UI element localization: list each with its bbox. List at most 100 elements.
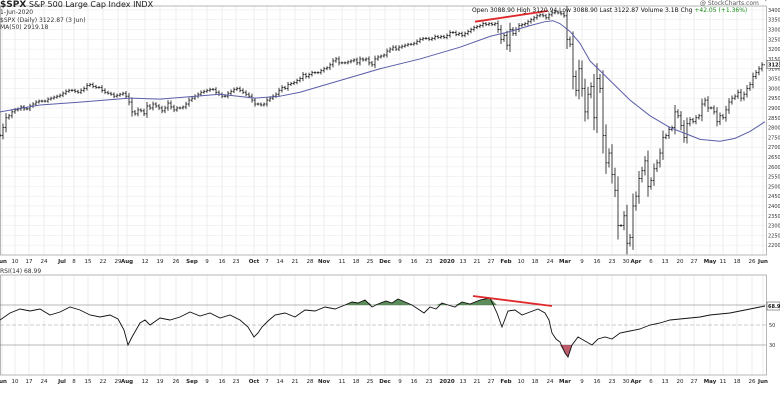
rsi-x-tick-label: Aug: [121, 379, 133, 385]
price-x-tick-label: 14: [277, 259, 284, 265]
rsi-x-tick-label: Dec: [379, 379, 391, 385]
price-x-tick-label: Jul: [57, 259, 66, 265]
price-x-tick-label: 21: [474, 259, 481, 265]
price-x-tick-label: 23: [609, 259, 616, 265]
price-x-tick-label: 8: [72, 259, 76, 265]
price-x-tick-label: 26: [173, 259, 180, 265]
price-y-tick-label: 2800: [768, 126, 780, 132]
symbol: $SPX: [0, 0, 27, 10]
rsi-x-tick-label: Sep: [186, 379, 198, 385]
price-y-tick-label: 2250: [768, 233, 780, 239]
index-name: S&P 500 Large Cap Index: [28, 0, 131, 9]
price-x-tick-label: 19: [157, 259, 164, 265]
rsi-x-tick-label: 24: [41, 379, 48, 385]
price-trendline: [474, 10, 549, 23]
price-x-tick-label: Oct: [249, 259, 260, 265]
price-y-tick-label: 2700: [768, 145, 780, 151]
price-panel-border: [0, 5, 767, 256]
rsi-x-tick-label: 18: [353, 379, 360, 385]
rsi-x-tick-label: 19: [157, 379, 164, 385]
rsi-x-tick-label: 23: [609, 379, 616, 385]
price-y-tick-label: 2350: [768, 214, 780, 220]
rsi-x-tick-label: 9: [205, 379, 209, 385]
price-x-tick-label: 18: [532, 259, 539, 265]
rsi-x-tick-label: 2020: [439, 379, 454, 385]
price-x-tick-label: 17: [26, 259, 33, 265]
price-x-tick-label: Feb: [500, 259, 511, 265]
price-x-tick-label: May: [704, 259, 717, 265]
price-y-tick-label: 2200: [768, 243, 780, 249]
open-label: Open: [472, 7, 489, 14]
price-x-tick-label: 16: [594, 259, 601, 265]
open-value: 3088.90: [489, 7, 515, 14]
price-x-tick-label: 30: [623, 259, 630, 265]
price-x-tick-label: Dec: [379, 259, 391, 265]
rsi-x-tick-label: 8: [72, 379, 76, 385]
price-x-tick-label: 10: [518, 259, 525, 265]
price-y-tick-label: 2650: [768, 155, 780, 161]
rsi-current-label: 68.99: [768, 304, 780, 310]
price-y-tick-label: 2850: [768, 116, 780, 122]
rsi-trendline: [472, 295, 553, 307]
price-x-tick-label: 25: [367, 259, 374, 265]
rsi-x-tick-label: 25: [367, 379, 374, 385]
rsi-x-tick-label: Oct: [249, 379, 260, 385]
last-value: 3122.87: [614, 7, 639, 14]
price-x-tick-label: 12: [142, 259, 149, 265]
chg-value: +42.05 (+1.36%): [694, 7, 748, 14]
price-y-tick-label: 2500: [768, 184, 780, 190]
rsi-x-tick-label: 26: [173, 379, 180, 385]
symbol-title: $SPX S&P 500 Large Cap Index INDX: [0, 0, 153, 10]
price-x-tick-label: Jun: [0, 259, 7, 265]
price-x-tick-label: 9: [580, 259, 584, 265]
price-x-tick-label: 24: [547, 259, 554, 265]
price-x-tick-label: 16: [219, 259, 226, 265]
rsi-x-tick-label: 27: [691, 379, 698, 385]
price-x-tick-label: 15: [85, 259, 92, 265]
price-x-tick-label: 27: [691, 259, 698, 265]
volume-label: Volume: [640, 7, 664, 14]
rsi-x-tick-label: 24: [547, 379, 554, 385]
rsi-x-tick-label: 7: [265, 379, 269, 385]
chg-label: Chg: [680, 7, 693, 14]
rsi-x-tick-label: 22: [100, 379, 107, 385]
price-x-tick-label: 20: [677, 259, 684, 265]
rsi-overbought-fill: [345, 300, 372, 305]
rsi-x-tick-label: 17: [26, 379, 33, 385]
volume-value: 3.1B: [665, 7, 679, 14]
rsi-x-tick-label: Apr: [631, 379, 642, 385]
price-x-tick-label: 21: [292, 259, 299, 265]
rsi-x-tick-label: Mar: [559, 379, 571, 385]
price-y-tick-label: 2450: [768, 194, 780, 200]
rsi-x-tick-label: Jun: [0, 379, 7, 385]
rsi-x-tick-label: 15: [85, 379, 92, 385]
price-x-tick-label: 10: [12, 259, 19, 265]
price-y-tick-label: 2400: [768, 204, 780, 210]
rsi-x-tick-label: 21: [474, 379, 481, 385]
price-y-tick-label: 3050: [768, 77, 780, 83]
price-x-tick-label: Apr: [631, 259, 642, 265]
rsi-x-tick-label: Jun: [757, 379, 768, 385]
ohlc-readout: Open 3088.90 High 3120.94 Low 3088.90 La…: [472, 7, 747, 14]
high-label: High: [516, 7, 531, 14]
low-label: Low: [559, 7, 571, 14]
price-y-tick-label: 3200: [768, 47, 780, 53]
rsi-x-tick-label: 13: [460, 379, 467, 385]
rsi-x-tick-label: 6: [649, 379, 653, 385]
price-x-tick-label: 18: [734, 259, 741, 265]
rsi-line: [0, 297, 766, 358]
price-x-tick-label: 2020: [439, 259, 454, 265]
price-x-tick-label: 24: [41, 259, 48, 265]
rsi-x-tick-label: 29: [115, 379, 122, 385]
rsi-overbought-fill: [436, 303, 448, 305]
price-y-tick-label: 3000: [768, 86, 780, 92]
price-x-tick-label: 26: [749, 259, 756, 265]
price-x-tick-label: 6: [649, 259, 653, 265]
low-value: 3088.90: [572, 7, 598, 14]
rsi-x-tick-label: 9: [398, 379, 402, 385]
brand-watermark: @ StockCharts.com: [700, 0, 759, 7]
rsi-x-tick-label: 10: [518, 379, 525, 385]
rsi-x-tick-label: 18: [532, 379, 539, 385]
rsi-y-tick-label: 30: [769, 343, 775, 349]
price-legend: $SPX (Daily) 3122.87 (3 Jun) MA(50) 2919.…: [0, 17, 86, 31]
